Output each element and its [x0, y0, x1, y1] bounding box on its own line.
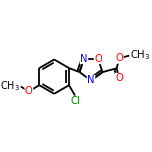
Text: O: O [25, 86, 33, 96]
Text: O: O [94, 54, 102, 64]
Text: N: N [87, 75, 95, 85]
Text: Cl: Cl [70, 96, 80, 106]
Text: CH$_3$: CH$_3$ [0, 80, 20, 93]
Text: N: N [80, 54, 88, 64]
Text: O: O [116, 53, 123, 63]
Text: CH$_3$: CH$_3$ [130, 49, 151, 62]
Text: O: O [116, 73, 123, 83]
